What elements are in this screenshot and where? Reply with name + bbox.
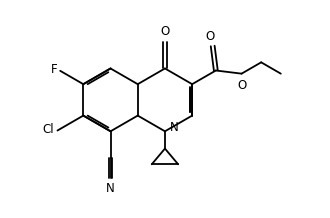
Text: O: O	[160, 25, 170, 38]
Text: N: N	[106, 182, 115, 195]
Text: O: O	[237, 79, 246, 92]
Text: Cl: Cl	[43, 123, 54, 136]
Text: F: F	[50, 63, 57, 76]
Text: O: O	[205, 30, 214, 43]
Text: N: N	[170, 121, 178, 134]
